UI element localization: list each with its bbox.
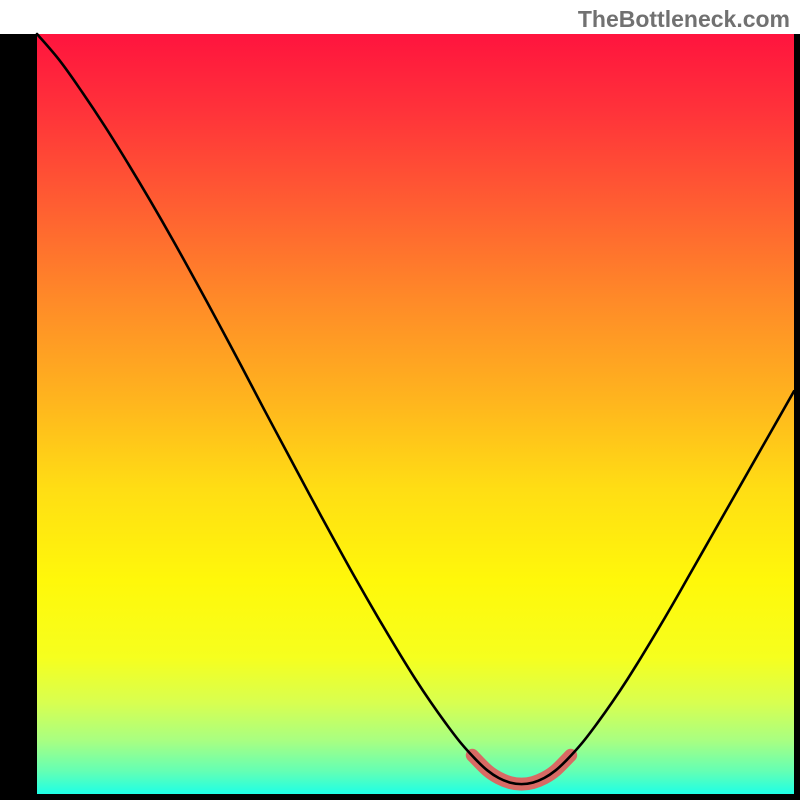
frame-border-left [0,34,37,800]
curve-layer [37,34,794,794]
plot-area [37,34,794,794]
frame-border-right [794,34,800,800]
frame-border-bottom [0,794,800,800]
bottleneck-curve [37,34,794,784]
chart-stage: TheBottleneck.com [0,0,800,800]
watermark-text: TheBottleneck.com [578,6,790,33]
